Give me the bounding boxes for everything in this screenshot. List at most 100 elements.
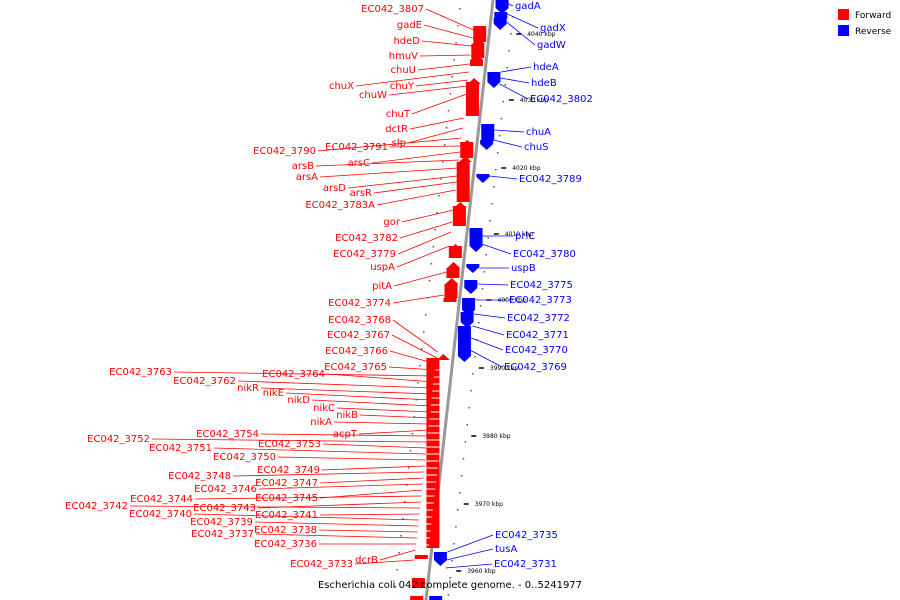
gene-label-gadw: gadW [537,40,566,51]
leader-line-ec042-3767 [391,334,438,359]
leader-line-ec042-3739 [254,521,419,527]
gene-label-hdea: hdeA [533,62,559,73]
leader-line-hded [421,40,472,47]
strand-dot [487,237,489,239]
gene-label-arsa: arsA [296,172,318,183]
tick-label: 4030 kbp [520,97,548,104]
reverse-feature-block-5 [480,140,494,144]
strand-dot [498,135,501,137]
leader-line-ec042-3791 [389,145,461,148]
forward-arrow-0 [472,38,486,44]
gene-label-gor: gor [383,217,400,228]
reverse-arrow-0 [495,8,509,14]
strand-dot [409,450,412,452]
leader-line-arsc [371,151,461,164]
strand-dot [510,33,512,35]
gene-label-ec042-3740: EC042_3740 [129,509,192,520]
leader-line-arsb [315,159,460,167]
forward-feature-block-12 [414,555,428,559]
strand-dot [434,229,436,231]
strand-dot [402,518,404,520]
leader-line-ec042-3768 [392,319,438,353]
reverse-feature-block-12 [457,326,471,356]
gene-label-ec042-3774: EC042_3774 [328,298,391,309]
gene-label-ec042-3750: EC042_3750 [213,452,276,463]
strand-dot [496,152,499,154]
gene-label-ec042-3775: EC042_3775 [510,280,573,291]
gene-label-ec042-3764: EC042_3764 [262,369,325,380]
reverse-strand-features: gadA gadX gadW hdeA hdeB EC042_3802 chuA chuS EC… [429,0,593,600]
leader-line-arsd [347,175,458,189]
leader-line-chux [355,71,470,87]
gene-label-ec042-3790: EC042_3790 [253,146,316,157]
gene-label-ec042-3771: EC042_3771 [506,330,569,341]
leader-line-ec042-3790 [317,137,462,152]
forward-arrow-1 [470,54,484,60]
gene-label-ec042-3762: EC042_3762 [173,376,236,387]
strand-dot [447,594,450,596]
gene-label-ec042-3748: EC042_3748 [168,471,231,482]
strand-dot [440,178,442,180]
gene-label-ec042-3767: EC042_3767 [327,330,390,341]
strand-dot [417,382,419,384]
leader-line-ec042-3751 [213,447,427,455]
strand-dot [455,526,457,528]
strand-dot [394,586,397,588]
gene-label-chuw: chuW [359,90,387,101]
leader-line-hdeb [500,77,530,84]
strand-dot [458,492,461,494]
tick-label: 4020 kbp [512,165,540,172]
leader-line-ec042-3775 [477,283,509,286]
strand-dot [447,110,450,112]
strand-dot [489,220,491,222]
leader-line-ec042-3738 [318,529,418,533]
gene-label-dctr: dctR [385,124,408,135]
strand-dot [502,101,505,103]
gene-label-ec042-3735: EC042_3735 [495,530,558,541]
forward-feature-block-14 [410,596,424,600]
gene-label-ec042-3780: EC042_3780 [513,249,576,260]
leader-line-gada [508,3,514,7]
gene-label-ec042-3789: EC042_3789 [519,174,582,185]
gene-label-ec042-3770: EC042_3770 [505,345,568,356]
forward-arrow-7 [447,262,461,268]
forward-arrow-6 [449,244,463,250]
strand-dot [493,186,495,188]
strand-dot [430,263,433,265]
strand-dot [443,144,446,146]
gene-label-ec042-3739: EC042_3739 [190,517,253,528]
gene-label-ec042-3733: EC042_3733 [290,559,353,570]
gene-label-chuu: chuU [391,65,417,76]
leader-line-gor [401,209,454,223]
strand-dot [462,458,465,460]
gene-label-ec042-3747: EC042_3747 [255,478,318,489]
gene-label-ec042-3743: EC042_3743 [193,503,256,514]
strand-dot [508,50,510,52]
gene-label-arsd: arsD [323,183,346,194]
leader-line-chus [493,139,523,148]
gene-label-ec042-3772: EC042_3772 [507,313,570,324]
gene-label-arsr: arsR [350,188,372,199]
gene-label-chus: chuS [524,142,549,153]
leader-line-chuw [388,85,468,96]
gene-label-ec042-3791: EC042_3791 [325,142,388,153]
strand-dot [442,161,444,163]
legend-label-forward: Forward [855,11,891,21]
reverse-feature-block-2 [493,18,507,24]
strand-dot [459,8,461,10]
leader-line-ec042-3771 [472,325,505,336]
reverse-arrow-5 [480,144,494,150]
legend-swatch-forward [838,9,849,20]
strand-dot [428,280,431,282]
leader-line-ec042-3741 [319,513,420,516]
strand-dot [455,42,457,44]
forward-arrow-2 [467,78,481,84]
strand-dot [449,93,452,95]
strand-dot [423,331,425,333]
forward-feature-block-13 [411,578,425,588]
strand-dot [472,373,474,375]
reverse-feature-block-14 [429,596,443,600]
leader-line-chua [494,129,525,133]
gene-label-ec042-3754: EC042_3754 [196,429,259,440]
gene-label-ec042-3752: EC042_3752 [87,434,150,445]
